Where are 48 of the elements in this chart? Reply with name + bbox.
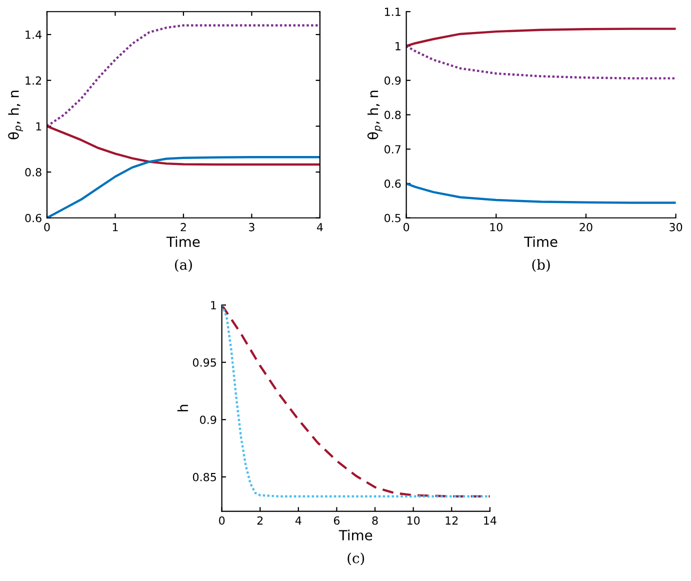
y-tick-label: 0.85 [192, 472, 216, 482]
y-tick-label: 1 [211, 301, 216, 310]
x-axis-title: Time [524, 236, 558, 248]
x-tick-label: 6 [334, 516, 340, 525]
y-tick-label: 1.2 [26, 76, 42, 85]
x-axis-title: Time [338, 530, 372, 540]
line-series [46, 125, 320, 166]
y-tick-label: 0.9 [384, 76, 401, 85]
y-axis-title: θ$_{p}$, h, n [367, 90, 382, 140]
line-series [46, 24, 320, 128]
x-tick-label: 8 [372, 516, 378, 525]
x-tick-label: 2 [180, 222, 186, 232]
y-tick-label: 1.4 [26, 30, 42, 39]
line-series [406, 44, 676, 80]
x-tick-label: 10 [490, 222, 502, 232]
x-tick-label: 4 [295, 516, 302, 525]
x-tick-label: 20 [580, 222, 592, 232]
text: (b) [532, 259, 550, 272]
y-tick-label: 0.95 [192, 358, 216, 367]
text: (a) [175, 259, 192, 272]
x-tick-label: 0 [44, 222, 50, 232]
y-tick-label: 1.1 [384, 8, 400, 16]
x-tick-label: 0 [404, 222, 410, 232]
y-tick-label: 0.7 [384, 145, 400, 154]
x-tick-label: 4 [316, 223, 323, 232]
y-tick-label: 0.6 [25, 214, 42, 222]
x-tick-label: 12 [446, 516, 458, 525]
x-tick-label: 10 [407, 516, 420, 525]
x-axis-title: Time [166, 236, 200, 248]
x-tick-label: 3 [249, 222, 254, 232]
x-tick-label: 2 [257, 516, 263, 525]
y-axis-title: h [177, 404, 188, 412]
y-tick-label: 0.5 [384, 214, 400, 222]
y-tick-label: 1 [396, 42, 400, 50]
line-series [406, 28, 676, 48]
x-tick-label: 14 [484, 516, 496, 525]
y-axis-title: θ$_{p}$, h, n [8, 90, 24, 140]
x-tick-label: 0 [219, 516, 225, 525]
y-tick-label: 0.8 [25, 168, 42, 176]
y-tick-label: 0.8 [384, 110, 401, 120]
y-tick-label: 1 [36, 122, 42, 130]
y-tick-label: 0.9 [200, 416, 216, 424]
text: (c) [348, 552, 364, 566]
y-tick-label: 0.6 [384, 179, 401, 188]
line-series [222, 305, 490, 498]
x-tick-label: 1 [112, 223, 118, 232]
x-tick-label: 30 [670, 222, 682, 232]
line-series [406, 182, 676, 204]
